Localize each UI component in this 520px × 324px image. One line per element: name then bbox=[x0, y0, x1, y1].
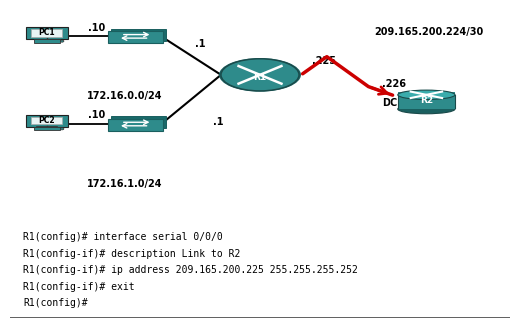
FancyBboxPatch shape bbox=[26, 115, 68, 127]
Text: .1: .1 bbox=[213, 117, 224, 127]
Ellipse shape bbox=[60, 40, 64, 42]
Ellipse shape bbox=[219, 58, 301, 92]
Ellipse shape bbox=[221, 59, 299, 91]
Text: R1(config-if)# description Link to R2: R1(config-if)# description Link to R2 bbox=[23, 249, 240, 259]
Text: R1: R1 bbox=[253, 73, 267, 82]
Text: 172.16.1.0/24: 172.16.1.0/24 bbox=[87, 179, 163, 189]
FancyBboxPatch shape bbox=[31, 117, 62, 124]
Text: PC1: PC1 bbox=[38, 28, 55, 37]
Text: R1(config-if)# ip address 209.165.200.225 255.255.255.252: R1(config-if)# ip address 209.165.200.22… bbox=[23, 265, 358, 275]
FancyBboxPatch shape bbox=[108, 31, 162, 43]
Text: DCE: DCE bbox=[382, 98, 404, 108]
FancyBboxPatch shape bbox=[26, 27, 68, 39]
FancyBboxPatch shape bbox=[111, 116, 166, 128]
Text: R1(config-if)# exit: R1(config-if)# exit bbox=[23, 282, 135, 292]
Text: R2: R2 bbox=[420, 96, 433, 105]
FancyBboxPatch shape bbox=[5, 219, 515, 318]
Text: .10: .10 bbox=[88, 110, 106, 121]
FancyBboxPatch shape bbox=[31, 29, 62, 37]
Ellipse shape bbox=[60, 128, 64, 130]
Text: 209.165.200.224/30: 209.165.200.224/30 bbox=[374, 27, 484, 37]
Ellipse shape bbox=[398, 90, 455, 99]
FancyBboxPatch shape bbox=[108, 119, 162, 131]
Text: R1(config)# interface serial 0/0/0: R1(config)# interface serial 0/0/0 bbox=[23, 232, 223, 242]
Text: R1(config)#: R1(config)# bbox=[23, 298, 87, 308]
Text: .10: .10 bbox=[88, 23, 106, 33]
Text: .226: .226 bbox=[382, 79, 406, 89]
Text: .1: .1 bbox=[195, 39, 205, 49]
Text: PC2: PC2 bbox=[38, 116, 55, 125]
FancyBboxPatch shape bbox=[34, 39, 60, 43]
Text: 172.16.0.0/24: 172.16.0.0/24 bbox=[87, 91, 163, 101]
Text: .225: .225 bbox=[312, 56, 336, 66]
FancyBboxPatch shape bbox=[34, 127, 60, 130]
FancyBboxPatch shape bbox=[398, 91, 455, 109]
FancyBboxPatch shape bbox=[111, 29, 166, 40]
Ellipse shape bbox=[398, 104, 455, 114]
